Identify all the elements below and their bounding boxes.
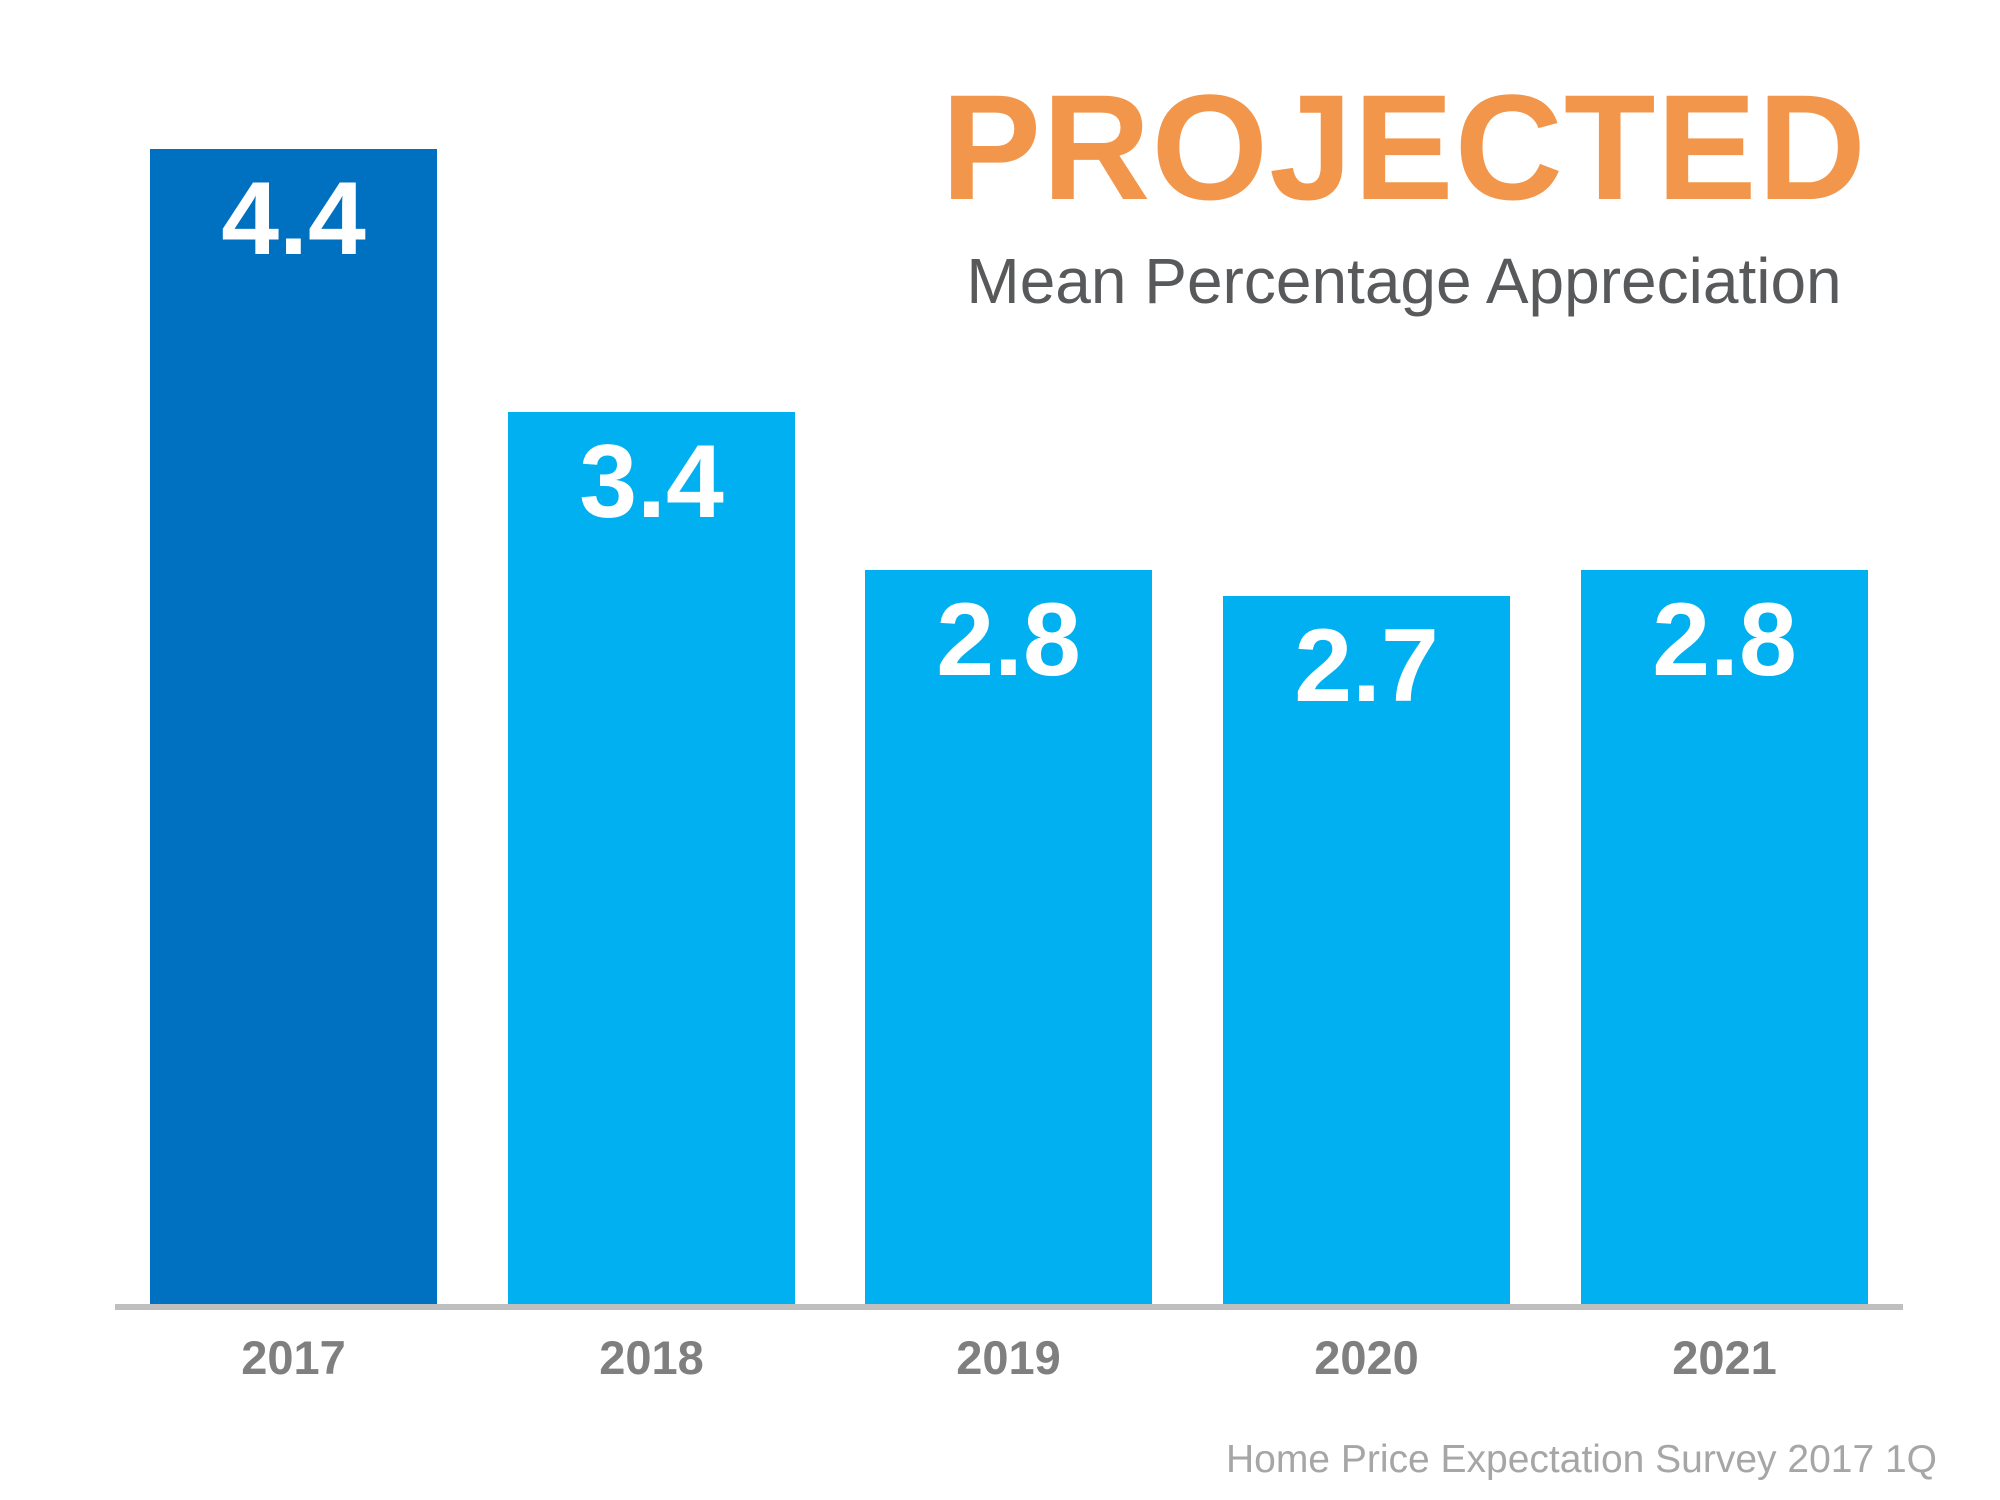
x-axis-label-2019: 2019 <box>956 1331 1061 1384</box>
bar-value-label: 4.4 <box>221 161 366 277</box>
source-citation: Home Price Expectation Survey 2017 1Q <box>1225 1438 1937 1481</box>
bar-value-label: 2.7 <box>1294 608 1439 724</box>
x-axis-label-2020: 2020 <box>1314 1331 1419 1384</box>
x-axis-label-2018: 2018 <box>599 1331 704 1384</box>
bar-2021: 2.8 <box>1581 570 1868 1306</box>
bar-2018: 3.4 <box>508 412 795 1306</box>
bar-value-label: 2.8 <box>1652 582 1797 698</box>
bar-value-label: 2.8 <box>936 582 1081 698</box>
bar-2017: 4.4 <box>150 149 437 1306</box>
x-axis-label-2017: 2017 <box>241 1331 346 1384</box>
bar-2020: 2.7 <box>1223 596 1510 1306</box>
x-axis-label-2021: 2021 <box>1672 1331 1777 1384</box>
bar-2019: 2.8 <box>865 570 1152 1306</box>
x-axis-line <box>115 1304 1903 1310</box>
bar-value-label: 3.4 <box>579 424 724 540</box>
chart-subtitle: Mean Percentage Appreciation <box>966 245 1842 317</box>
chart-title: PROJECTED <box>941 63 1867 231</box>
title-block: PROJECTED Mean Percentage Appreciation <box>904 72 1904 313</box>
